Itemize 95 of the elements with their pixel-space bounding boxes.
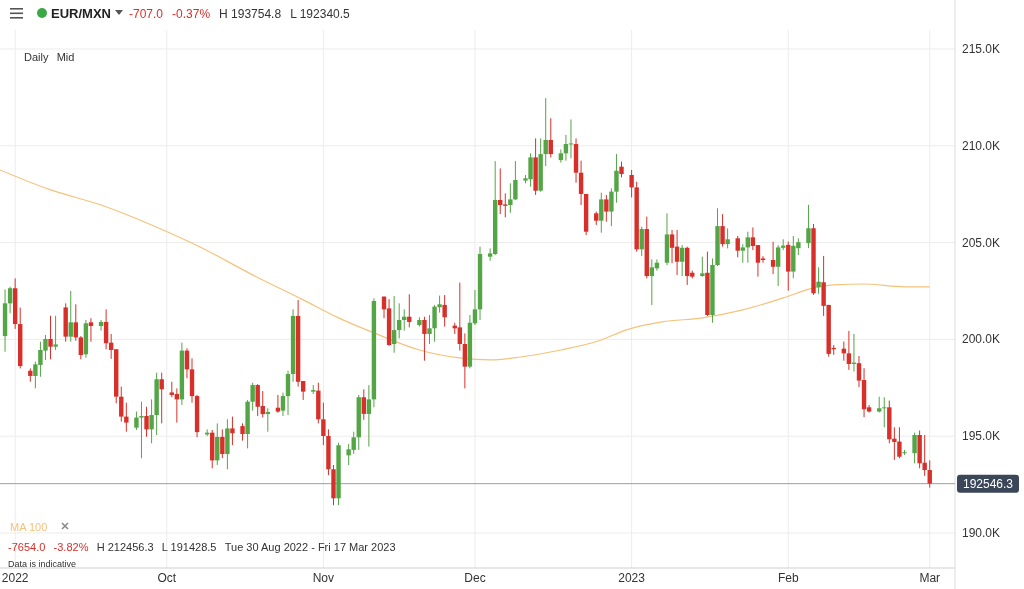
candlestick bbox=[669, 229, 675, 264]
candlestick bbox=[548, 117, 553, 158]
candlestick bbox=[250, 382, 255, 412]
candlestick bbox=[649, 258, 655, 306]
candlestick bbox=[391, 295, 397, 354]
candlestick bbox=[674, 229, 680, 276]
candlestick bbox=[472, 289, 478, 326]
x-tick-label: Dec bbox=[464, 571, 486, 585]
annotation: Data is indicative bbox=[8, 559, 77, 569]
candlestick bbox=[629, 169, 634, 198]
candlestick bbox=[609, 187, 614, 227]
candlestick bbox=[159, 372, 164, 424]
candlestick bbox=[442, 294, 447, 328]
y-tick-label: 215.0K bbox=[962, 41, 1001, 56]
candlestick bbox=[149, 398, 154, 444]
text: -707.0 bbox=[129, 7, 164, 21]
annotation: Daily bbox=[24, 51, 49, 63]
candlestick bbox=[543, 97, 548, 167]
candlestick bbox=[508, 182, 513, 214]
candlestick bbox=[897, 426, 902, 459]
candlestick bbox=[806, 204, 811, 249]
line-series bbox=[0, 169, 931, 361]
candlestick bbox=[599, 192, 604, 234]
candlestick bbox=[280, 392, 286, 417]
candlestick bbox=[912, 432, 917, 464]
candlestick bbox=[700, 256, 705, 278]
candlestick bbox=[604, 194, 609, 223]
candlestick bbox=[816, 266, 821, 295]
candlestick bbox=[53, 315, 58, 351]
candlestick bbox=[139, 401, 144, 459]
candlestick bbox=[275, 394, 281, 414]
candlestick bbox=[396, 302, 402, 339]
candlestick bbox=[720, 213, 725, 248]
candlestick bbox=[740, 243, 745, 264]
annotation: -3.82% bbox=[53, 541, 89, 553]
candlestick bbox=[68, 290, 73, 343]
candlestick bbox=[366, 384, 372, 448]
candlestick bbox=[7, 286, 13, 314]
candlestick bbox=[639, 226, 644, 257]
candlestick bbox=[78, 335, 84, 360]
candlestick bbox=[679, 244, 685, 277]
candlestick bbox=[614, 153, 619, 204]
candlestick bbox=[745, 231, 751, 264]
candlestick bbox=[124, 402, 129, 433]
x-tick-label: 2023 bbox=[618, 571, 646, 585]
candlestick bbox=[73, 303, 78, 342]
x-tick-label: Mar bbox=[919, 571, 941, 585]
text: -0.37% bbox=[172, 7, 211, 21]
x-tick-label: Nov bbox=[312, 571, 335, 585]
candlestick bbox=[568, 118, 574, 159]
annotation: -7654.0 bbox=[8, 541, 46, 553]
candlestick bbox=[770, 241, 776, 275]
y-tick-label: 205.0K bbox=[962, 235, 1001, 250]
x-tick-label: Oct bbox=[157, 571, 177, 585]
x-tick-label: 2022 bbox=[1, 571, 29, 585]
candlestick bbox=[88, 317, 94, 343]
candlestick bbox=[321, 402, 326, 446]
y-tick-label: 195.0K bbox=[962, 429, 1001, 444]
candlestick bbox=[462, 332, 468, 389]
candlestick bbox=[134, 411, 139, 431]
annotation: L 191428.5 bbox=[161, 541, 217, 553]
candlestick bbox=[119, 386, 124, 423]
text: MA 100 bbox=[10, 521, 48, 533]
candlestick bbox=[882, 396, 887, 428]
candlestick bbox=[285, 370, 291, 416]
candlestick bbox=[558, 148, 564, 164]
text: H 193754.8 bbox=[219, 7, 282, 21]
y-tick-label: 200.0K bbox=[962, 332, 1001, 347]
candlestick bbox=[927, 459, 932, 489]
annotation: Mid bbox=[56, 51, 75, 63]
candlestick bbox=[725, 227, 730, 249]
candlestick bbox=[220, 428, 225, 459]
annotation: H 212456.3 bbox=[96, 541, 154, 553]
candlestick bbox=[846, 330, 852, 371]
chart-title: EUR/MXN bbox=[51, 6, 111, 21]
candlestick bbox=[922, 434, 927, 477]
candlestick bbox=[892, 426, 897, 461]
candlestick bbox=[422, 316, 427, 362]
candlestick bbox=[432, 304, 437, 343]
x-tick-label: Feb bbox=[777, 571, 799, 585]
text: L 192340.5 bbox=[290, 7, 351, 21]
candlestick bbox=[498, 167, 503, 215]
candlestick bbox=[48, 315, 53, 360]
candlestick bbox=[144, 406, 149, 438]
candlestick bbox=[513, 160, 518, 201]
candlestick bbox=[427, 314, 432, 345]
candlestick bbox=[775, 244, 781, 287]
candlestick bbox=[230, 416, 235, 446]
y-tick-label: 190.0K bbox=[962, 525, 1001, 540]
candlestick bbox=[361, 388, 367, 421]
ref-line-label: 192546.3 bbox=[962, 476, 1014, 491]
candlestick bbox=[457, 282, 463, 352]
y-tick-label: 210.0K bbox=[962, 138, 1001, 153]
annotation: Tue 30 Aug 2022 - Fri 17 Mar 2023 bbox=[224, 541, 396, 553]
candlestick bbox=[735, 235, 740, 258]
